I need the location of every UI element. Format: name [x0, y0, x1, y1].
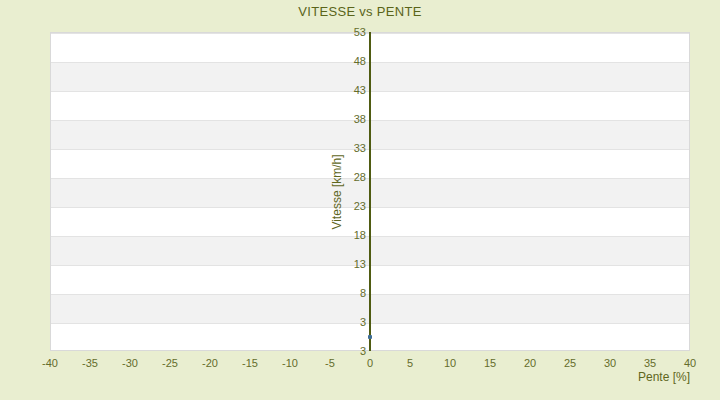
x-axis-tick-label: 20 — [510, 357, 550, 369]
x-axis-tick-label: -5 — [310, 357, 350, 369]
y-axis-tick-label: 8 — [326, 287, 366, 299]
chart-title: VITESSE vs PENTE — [0, 4, 720, 19]
x-axis-tick-label: -35 — [70, 357, 110, 369]
x-axis-tick-label: 15 — [470, 357, 510, 369]
x-axis-tick-label: -40 — [30, 357, 70, 369]
y-axis-tick-label: 3 — [326, 316, 366, 328]
x-axis-tick-label: 35 — [630, 357, 670, 369]
x-axis-tick-label: -30 — [110, 357, 150, 369]
y-axis-title: Vitesse [km/h] — [329, 137, 345, 247]
x-axis-tick-label: 30 — [590, 357, 630, 369]
x-axis-title: Pente [%] — [638, 370, 690, 384]
x-axis-tick-label: 25 — [550, 357, 590, 369]
y-axis-tick-label: 38 — [326, 113, 366, 125]
x-axis-tick-label: 10 — [430, 357, 470, 369]
y-axis-tick-label: 53 — [326, 26, 366, 38]
y-axis-tick-label: 43 — [326, 84, 366, 96]
x-axis-tick-label: -25 — [150, 357, 190, 369]
x-axis-tick-label: -20 — [190, 357, 230, 369]
y-axis-tick-label: 13 — [326, 258, 366, 270]
chart-container: VITESSE vs PENTE 534843383328231813833 -… — [0, 0, 720, 400]
x-axis-tick-label: -15 — [230, 357, 270, 369]
data-point — [368, 335, 372, 339]
x-axis-tick-label: 40 — [670, 357, 710, 369]
x-axis-tick-label: -10 — [270, 357, 310, 369]
y-axis-tick-label: 3 — [326, 345, 366, 357]
zero-axis-line — [369, 32, 371, 351]
x-axis-tick-label: 5 — [390, 357, 430, 369]
y-axis-tick-label: 48 — [326, 55, 366, 67]
x-axis-tick-label: 0 — [350, 357, 390, 369]
